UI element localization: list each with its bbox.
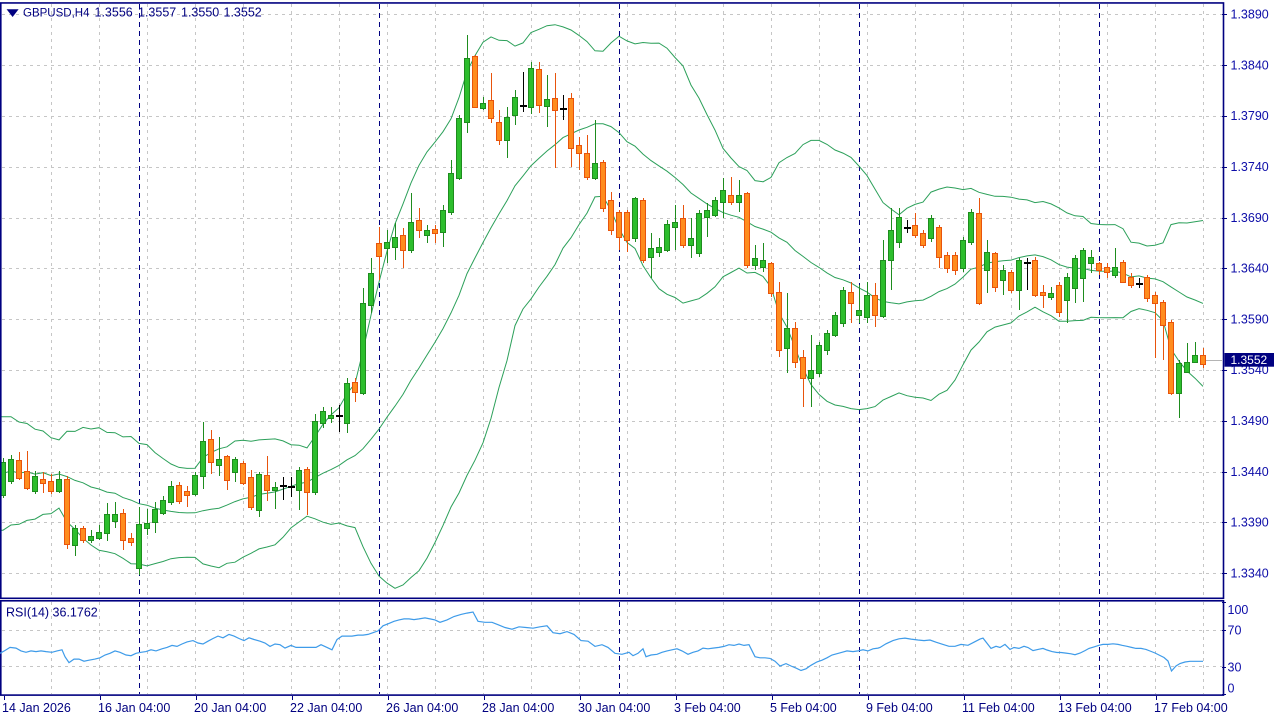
svg-text:1.3340: 1.3340 [1231,566,1269,580]
svg-text:1.3590: 1.3590 [1231,312,1269,326]
svg-text:17 Feb 04:00: 17 Feb 04:00 [1154,701,1228,715]
svg-text:1.3390: 1.3390 [1231,516,1269,530]
svg-text:1.3740: 1.3740 [1231,160,1269,174]
svg-text:28 Jan 04:00: 28 Jan 04:00 [482,701,554,715]
svg-text:RSI(14) 36.1762: RSI(14) 36.1762 [6,606,98,620]
svg-text:22 Jan 04:00: 22 Jan 04:00 [290,701,362,715]
svg-text:1.3552: 1.3552 [224,6,262,20]
svg-text:1.3552: 1.3552 [1231,353,1268,367]
svg-text:1.3557: 1.3557 [138,6,176,20]
svg-text:26 Jan 04:00: 26 Jan 04:00 [386,701,458,715]
svg-text:70: 70 [1228,624,1242,638]
svg-text:1.3556: 1.3556 [95,6,133,20]
svg-text:20 Jan 04:00: 20 Jan 04:00 [194,701,266,715]
svg-text:14 Jan 2026: 14 Jan 2026 [2,701,71,715]
svg-text:11 Feb 04:00: 11 Feb 04:00 [962,701,1035,715]
svg-text:1.3640: 1.3640 [1231,262,1269,276]
svg-text:1.3840: 1.3840 [1231,58,1269,72]
svg-text:1.3790: 1.3790 [1231,109,1269,123]
svg-text:16 Jan 04:00: 16 Jan 04:00 [98,701,170,715]
svg-text:3 Feb 04:00: 3 Feb 04:00 [674,701,741,715]
svg-text:1.3550: 1.3550 [181,6,219,20]
svg-text:1.3490: 1.3490 [1231,414,1269,428]
svg-text:1.3690: 1.3690 [1231,211,1269,225]
svg-text:100: 100 [1228,603,1249,617]
svg-text:5 Feb 04:00: 5 Feb 04:00 [770,701,837,715]
svg-text:13 Feb 04:00: 13 Feb 04:00 [1058,701,1132,715]
svg-text:9 Feb 04:00: 9 Feb 04:00 [866,701,933,715]
svg-text:GBPUSD,H4: GBPUSD,H4 [23,8,90,20]
svg-text:30: 30 [1228,660,1242,674]
svg-text:0: 0 [1228,682,1235,696]
svg-text:30 Jan 04:00: 30 Jan 04:00 [578,701,650,715]
svg-text:1.3890: 1.3890 [1231,8,1269,22]
svg-text:1.3440: 1.3440 [1231,465,1269,479]
